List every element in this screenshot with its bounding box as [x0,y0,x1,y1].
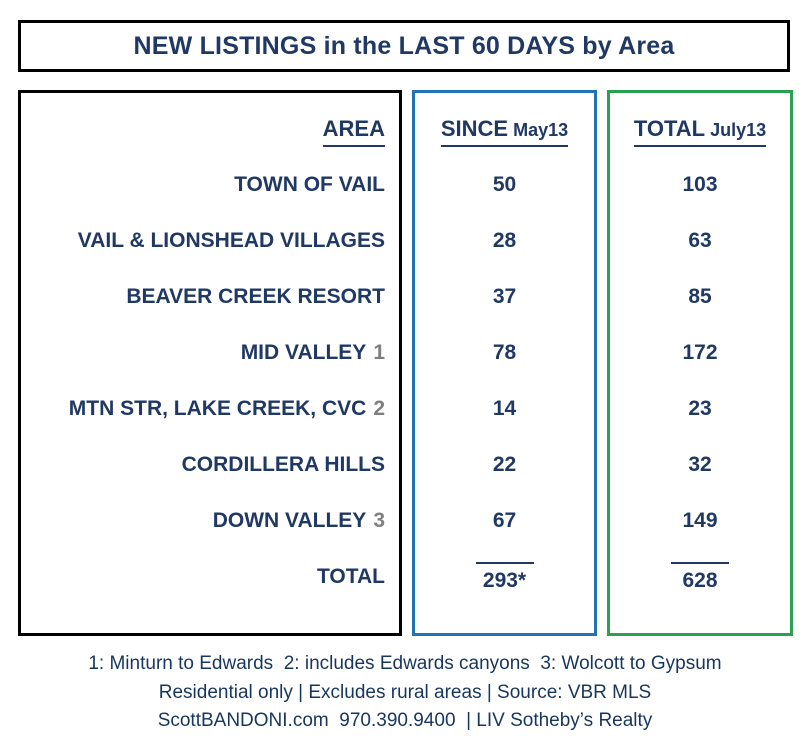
footnotes-line: 1: Minturn to Edwards 2: includes Edward… [88,653,722,674]
area-column-box: AREA TOWN OF VAIL VAIL & LIONSHEAD VILLA… [18,90,402,636]
since-header-row: SINCE May13 [415,105,594,157]
since-value: 14 [492,397,517,420]
contact-line: ScottBANDONI.com 970.390.9400 | LIV Soth… [157,710,653,731]
total-value: 32 [688,453,712,476]
since-total-value: 293* [415,549,594,605]
source-line: Residential only | Excludes rural areas … [158,681,652,703]
area-label-town-of-vail: TOWN OF VAIL [234,173,385,196]
since-value: 78 [492,341,517,364]
footnote-marker: 2 [373,397,385,420]
area-column-header: AREA [322,116,385,147]
area-label-vail-lionshead: VAIL & LIONSHEAD VILLAGES [77,229,385,252]
since-value: 50 [492,173,517,196]
area-label-cordillera-hills: CORDILLERA HILLS [181,453,385,476]
sum-line [671,561,729,564]
area-label-beaver-creek: BEAVER CREEK RESORT [126,285,385,308]
since-value: 67 [492,509,517,532]
title-box: NEW LISTINGS in the LAST 60 DAYS by Area [18,20,790,72]
footer: 1: Minturn to Edwards 2: includes Edward… [0,650,810,736]
total-value: 63 [688,229,712,252]
footnote-marker: 1 [373,341,385,364]
total-value: 103 [682,173,718,196]
total-row-label: TOTAL [316,565,385,588]
total-value: 85 [688,285,712,308]
since-column-header: SINCE May13 [440,116,569,147]
area-header-row: AREA [21,105,399,157]
total-column-box: TOTAL July13 103 63 85 172 23 32 149 628 [607,90,793,636]
table-columns: AREA TOWN OF VAIL VAIL & LIONSHEAD VILLA… [18,90,793,636]
sum-line [475,561,534,564]
area-label-down-valley: DOWN VALLEY 3 [212,509,385,532]
total-header-row: TOTAL July13 [610,105,790,157]
since-value: 22 [492,453,517,476]
page-title: NEW LISTINGS in the LAST 60 DAYS by Area [133,31,675,60]
area-label-mtn-str-lake-creek: MTN STR, LAKE CREEK, CVC 2 [68,397,385,420]
total-value: 149 [682,509,718,532]
since-column-box: SINCE May13 50 28 37 78 14 22 67 293* [412,90,597,636]
since-value: 28 [492,229,517,252]
area-label-mid-valley: MID VALLEY 1 [240,341,385,364]
total-column-header: TOTAL July13 [633,116,767,147]
total-value: 23 [688,397,712,420]
since-value: 37 [492,285,517,308]
footnote-marker: 3 [373,509,385,532]
total-value: 172 [682,341,718,364]
total-total-value: 628 [610,549,790,605]
